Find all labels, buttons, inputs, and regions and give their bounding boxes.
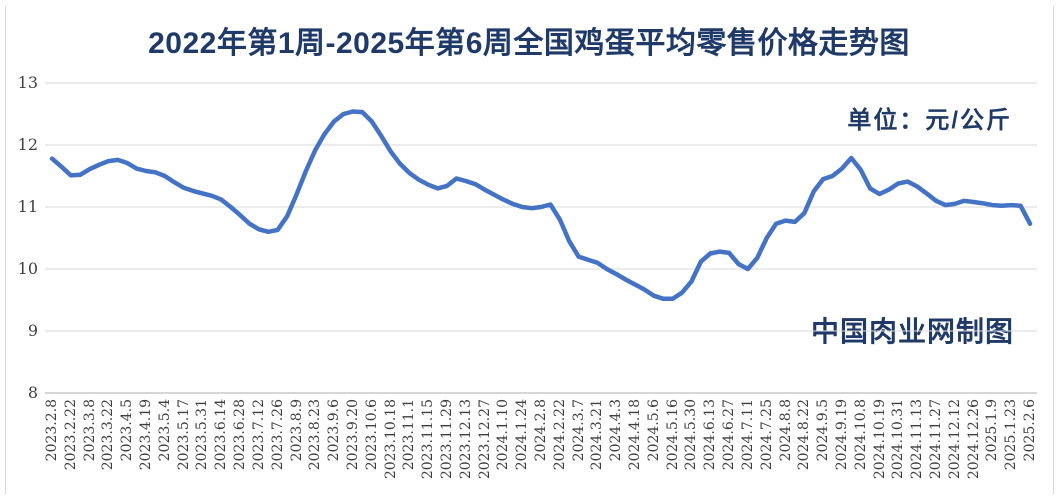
x-axis-tick-label: 2024.12.26 <box>965 399 982 480</box>
x-axis-tick-label: 2023.8.23 <box>307 399 324 471</box>
x-axis-tick-label: 2023.10.6 <box>363 399 380 471</box>
x-axis-tick-label: 2024.9.19 <box>833 399 850 471</box>
x-axis-tick-label: 2025.1.23 <box>1003 399 1020 471</box>
x-axis-tick-label: 2024.2.8 <box>533 399 549 462</box>
y-axis-tick-label: 11 <box>17 197 38 216</box>
x-axis-tick-label: 2023.5.17 <box>175 399 192 471</box>
x-axis-tick-label: 2024.11.27 <box>927 399 944 480</box>
x-axis-tick-label: 2024.8.22 <box>796 399 813 471</box>
x-axis-tick-label: 2023.3.8 <box>81 399 98 462</box>
x-axis-tick-label: 2024.11.13 <box>909 399 926 480</box>
x-axis-tick-label: 2025.2.6 <box>1022 399 1038 462</box>
x-axis-tick-label: 2023.12.13 <box>457 399 474 480</box>
chart-area-left-border <box>5 6 6 494</box>
x-axis-tick-label: 2024.9.5 <box>815 399 832 462</box>
x-axis-tick-label: 2023.5.31 <box>194 399 211 471</box>
x-axis-tick-label: 2024.5.16 <box>664 399 681 471</box>
x-axis-tick-label: 2024.3.21 <box>589 399 606 471</box>
x-axis-tick-label: 2024.12.12 <box>946 399 963 480</box>
x-axis-tick-label: 2023.11.1 <box>401 399 418 471</box>
x-axis-tick-label: 2023.11.29 <box>438 399 455 480</box>
x-axis-tick-label: 2023.6.14 <box>213 399 230 471</box>
chart-title: 2022年第1周-2025年第6周全国鸡蛋平均零售价格走势图 <box>148 27 910 60</box>
x-axis-tick-label: 2023.10.18 <box>382 399 399 480</box>
x-axis-tick-label: 2023.9.20 <box>344 399 361 471</box>
x-axis-tick-label: 2023.11.15 <box>420 399 437 480</box>
x-axis-tick-label: 2024.10.19 <box>871 399 888 480</box>
x-axis-tick-label: 2024.3.7 <box>570 399 587 462</box>
y-axis-tick-label: 9 <box>27 321 38 340</box>
x-axis-tick-label: 2023.5.4 <box>156 399 173 462</box>
x-axis-tick-label: 2025.1.9 <box>984 399 1001 462</box>
x-axis-tick-label: 2024.6.13 <box>702 399 719 471</box>
x-axis-tick-label: 2024.4.3 <box>608 399 625 462</box>
y-axis-tick-label: 8 <box>27 383 38 402</box>
x-axis-tick-label: 2024.1.10 <box>495 399 512 471</box>
x-axis-tick-label: 2024.8.8 <box>777 399 794 462</box>
x-axis-tick-label: 2024.7.25 <box>758 399 775 471</box>
x-axis-tick-label: 2024.2.22 <box>551 399 568 471</box>
x-axis-tick-label: 2023.12.27 <box>476 399 493 480</box>
x-axis-tick-label: 2023.9.6 <box>326 399 343 462</box>
x-axis-tick-label: 2024.10.8 <box>852 399 869 471</box>
x-axis-tick-label: 2024.4.18 <box>627 399 644 471</box>
x-axis-tick-label: 2024.1.24 <box>514 399 531 471</box>
x-axis-tick-label: 2023.6.28 <box>232 399 249 471</box>
y-axis-tick-label: 12 <box>17 135 38 154</box>
x-axis-tick-label: 2024.10.31 <box>890 399 907 480</box>
price-line-series <box>49 109 1033 302</box>
x-axis-tick-label: 2023.2.22 <box>62 399 79 471</box>
x-axis-tick-label: 2024.6.27 <box>721 399 738 471</box>
x-axis-tick-label: 2023.7.26 <box>269 399 286 471</box>
x-axis-tick-label: 2023.4.19 <box>138 399 155 471</box>
x-axis-tick-label: 2023.3.22 <box>100 399 117 471</box>
unit-label: 单位：元/公斤 <box>847 107 1012 134</box>
x-axis-tick-label: 2024.7.11 <box>739 399 756 471</box>
x-axis-tick-label: 2023.2.8 <box>44 399 60 462</box>
x-axis-tick-label: 2024.5.6 <box>645 399 662 462</box>
x-axis-tick-label: 2023.7.12 <box>250 399 267 471</box>
x-axis-tick-label: 2023.8.9 <box>288 399 305 462</box>
x-axis-tick-label: 2024.5.30 <box>683 399 700 471</box>
y-axis-tick-label: 13 <box>17 73 38 92</box>
x-axis-tick-label: 2023.4.5 <box>119 399 136 462</box>
y-axis-tick-label: 10 <box>17 259 38 278</box>
chart-area-right-border <box>1053 6 1054 494</box>
